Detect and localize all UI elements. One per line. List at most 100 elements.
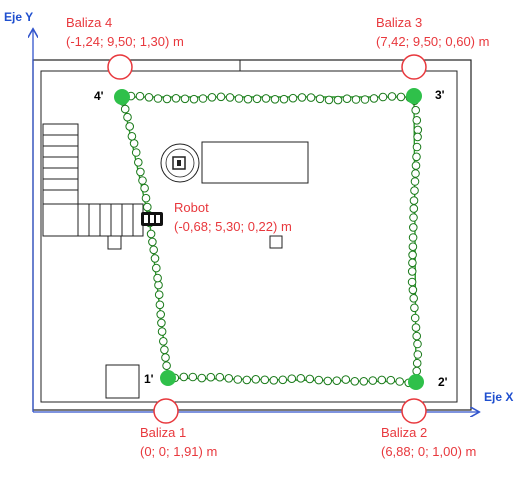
robot-icon — [141, 212, 163, 226]
position-sample — [143, 202, 152, 212]
waypoint-3 — [406, 88, 422, 104]
waypoint-2 — [408, 374, 424, 390]
floor-plan — [32, 59, 472, 411]
position-sample — [153, 273, 162, 283]
position-sample — [261, 94, 271, 103]
position-sample — [179, 372, 189, 382]
position-sample — [408, 250, 417, 260]
position-sample — [180, 94, 190, 104]
position-sample — [411, 169, 420, 178]
corner-label-3: 3' — [435, 88, 445, 102]
position-sample — [206, 372, 216, 382]
position-sample — [141, 193, 151, 203]
position-sample — [131, 148, 141, 157]
position-sample — [156, 310, 165, 319]
small-box-center — [269, 235, 283, 249]
position-sample — [341, 375, 351, 384]
position-sample — [409, 204, 419, 213]
corner-label-2: 2' — [438, 375, 448, 389]
position-sample — [279, 94, 289, 104]
corner-label-1: 1' — [144, 372, 154, 386]
position-sample — [396, 92, 406, 102]
steps — [42, 203, 144, 237]
position-sample — [351, 95, 361, 104]
beacon-2-name: Baliza 2 — [381, 425, 427, 440]
position-sample — [269, 376, 279, 385]
position-sample — [242, 375, 252, 385]
y-axis-label: Eje Y — [4, 10, 33, 24]
position-sample — [252, 94, 262, 104]
position-sample — [129, 139, 139, 148]
position-sample — [410, 177, 420, 186]
beacon-4: Baliza 4 (-1,24; 9,50; 1,30) m — [66, 15, 184, 80]
beacon-1-coords: (0; 0; 1,91) m — [140, 444, 217, 459]
position-sample — [332, 376, 342, 386]
position-sample — [149, 245, 158, 255]
position-sample — [162, 94, 172, 104]
position-sample — [159, 337, 168, 346]
position-sample — [135, 91, 145, 101]
position-sample — [216, 92, 226, 102]
position-sample — [413, 350, 423, 359]
position-sample — [297, 93, 307, 102]
position-sample — [315, 94, 325, 104]
beacon-1-name: Baliza 1 — [140, 425, 186, 440]
position-sample — [412, 366, 422, 376]
waypoint-4 — [114, 89, 130, 105]
position-sample — [234, 94, 244, 103]
position-sample — [140, 183, 149, 193]
position-sample — [368, 376, 378, 385]
position-sample — [413, 339, 422, 349]
position-sample — [412, 358, 422, 368]
position-sample — [233, 375, 243, 384]
staircase — [42, 123, 79, 205]
inner-wall — [40, 70, 458, 403]
position-sample — [125, 122, 134, 131]
position-sample — [120, 104, 130, 114]
position-sample — [408, 242, 418, 251]
floor-box — [105, 364, 140, 399]
axes: Eje Y Eje X — [4, 10, 513, 412]
position-sample — [296, 374, 306, 383]
outer-wall — [32, 59, 472, 411]
position-sample — [314, 375, 324, 385]
position-sample — [207, 93, 217, 102]
position-sample — [154, 280, 163, 290]
position-sample — [377, 375, 387, 385]
robot-coords: (-0,68; 5,30; 0,22) m — [174, 219, 292, 234]
position-sample — [324, 95, 334, 105]
position-sample — [413, 125, 423, 135]
position-sample — [386, 375, 396, 385]
beacon-4-coords: (-1,24; 9,50; 1,30) m — [66, 34, 184, 49]
position-sample — [408, 233, 418, 242]
position-sample — [225, 93, 235, 102]
robot-label: Robot — [174, 200, 209, 215]
position-sample — [412, 116, 422, 125]
position-sample — [407, 277, 417, 287]
position-sample — [395, 377, 405, 386]
small-box-left — [107, 235, 122, 250]
position-sample — [224, 374, 234, 383]
position-sample — [407, 267, 417, 276]
position-sample — [152, 263, 161, 273]
position-sample — [189, 94, 199, 104]
x-axis-label: Eje X — [484, 390, 513, 404]
position-sample — [288, 93, 298, 103]
round-machine — [160, 143, 200, 183]
position-sample — [136, 167, 145, 177]
position-sample — [197, 373, 207, 383]
position-sample — [215, 372, 225, 382]
position-sample — [333, 95, 343, 105]
position-sample — [369, 94, 379, 103]
position-sample — [251, 375, 261, 384]
position-sample — [157, 327, 167, 336]
position-sample — [350, 377, 360, 386]
position-sample — [154, 290, 164, 300]
position-sample — [144, 93, 154, 102]
position-sample — [409, 213, 418, 222]
beacon-3-coords: (7,42; 9,50; 0,60) m — [376, 34, 489, 49]
beacon-3: Baliza 3 (7,42; 9,50; 0,60) m — [376, 15, 489, 80]
position-sample — [409, 294, 419, 303]
waypoints: 1' 2' 3' 4' — [94, 88, 448, 390]
beacon-4-name: Baliza 4 — [66, 15, 112, 30]
